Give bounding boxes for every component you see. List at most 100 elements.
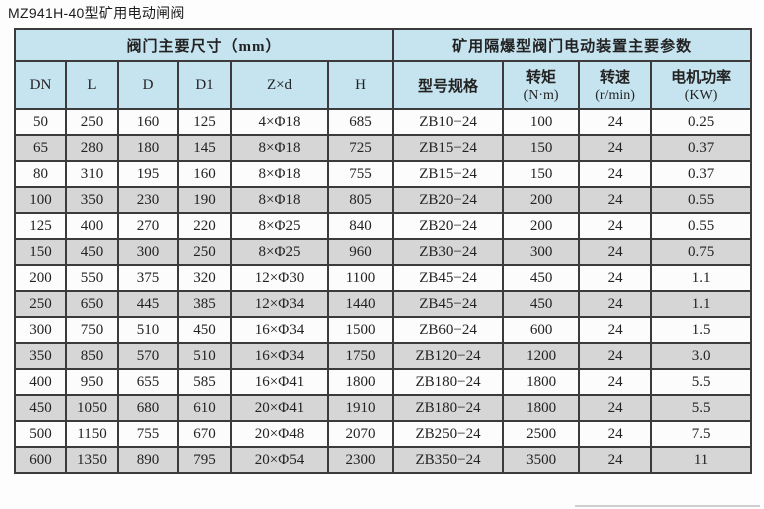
- cell: 3.0: [650, 342, 753, 370]
- cell: 16×Φ34: [230, 316, 329, 344]
- col-header-motor-power-unit: (KW): [684, 88, 718, 103]
- cell: 1800: [502, 368, 581, 396]
- cell: 24: [578, 108, 653, 136]
- bottom-divider-line: [575, 505, 760, 507]
- cell: 400: [65, 212, 119, 240]
- cell: 24: [578, 290, 653, 318]
- cell: 1910: [326, 394, 395, 422]
- table-row: 65 280 180 145 8×Φ18 725 ZB15−24 150 24 0.37: [14, 134, 753, 162]
- cell: 24: [578, 238, 653, 266]
- cell: 1200: [502, 342, 581, 370]
- cell: ZB20−24: [392, 186, 505, 214]
- cell: ZB10−24: [392, 108, 505, 136]
- cell: 0.55: [650, 212, 753, 240]
- cell: 755: [326, 160, 395, 188]
- column-header-row: DN L D D1 Z×d H 型号规格 转矩 (N·m) 转速 (r/min)…: [14, 60, 753, 110]
- cell: 8×Φ25: [230, 212, 329, 240]
- cell: 80: [14, 160, 67, 188]
- col-header-torque-label: 转矩: [526, 70, 557, 86]
- cell: 24: [578, 316, 653, 344]
- table-row: 250 650 445 385 12×Φ34 1440 ZB45−24 450 24 1.1: [14, 290, 753, 318]
- col-header-speed-unit: (r/min): [595, 88, 635, 103]
- cell: 1050: [65, 394, 119, 422]
- cell: 24: [578, 264, 653, 292]
- cell: 24: [578, 394, 653, 422]
- cell: 550: [65, 264, 119, 292]
- cell: 24: [578, 212, 653, 240]
- group-header-actuator-params: 矿用隔爆型阀门电动装置主要参数: [392, 28, 753, 62]
- cell: 450: [177, 316, 232, 344]
- cell: 20×Φ54: [230, 446, 329, 474]
- col-header-model: 型号规格: [392, 60, 505, 110]
- col-header-d1: D1: [177, 60, 232, 110]
- cell: 2500: [502, 420, 581, 448]
- cell: 3500: [502, 446, 581, 474]
- cell: 1100: [326, 264, 395, 292]
- table-header: 阀门主要尺寸（mm） 矿用隔爆型阀门电动装置主要参数 DN L D D1 Z×d…: [13, 28, 753, 110]
- cell: 725: [326, 134, 395, 162]
- cell: 375: [117, 264, 179, 292]
- cell: 150: [502, 160, 581, 188]
- cell: 250: [65, 108, 119, 136]
- table-row: 125 400 270 220 8×Φ25 840 ZB20−24 200 24 0.55: [14, 212, 753, 240]
- table-row: 200 550 375 320 12×Φ30 1100 ZB45−24 450 24 1.1: [14, 264, 753, 292]
- cell: 24: [578, 186, 653, 214]
- table-row: 100 350 230 190 8×Φ18 805 ZB20−24 200 24 0.55: [14, 186, 753, 214]
- cell: 24: [578, 446, 653, 474]
- cell: 750: [65, 316, 119, 344]
- cell: 180: [117, 134, 179, 162]
- cell: 755: [117, 420, 179, 448]
- cell: 195: [117, 160, 179, 188]
- cell: 385: [177, 290, 232, 318]
- cell: 670: [177, 420, 232, 448]
- cell: 24: [578, 160, 653, 188]
- cell: 200: [502, 186, 581, 214]
- cell: ZB350−24: [392, 446, 505, 474]
- cell: 680: [117, 394, 179, 422]
- cell: 200: [502, 212, 581, 240]
- col-header-speed-label: 转速: [600, 70, 631, 86]
- cell: 1440: [326, 290, 395, 318]
- col-header-dn: DN: [14, 60, 67, 110]
- cell: 610: [177, 394, 232, 422]
- cell: 890: [117, 446, 179, 474]
- table-body: 50 250 160 125 4×Φ18 685 ZB10−24 100 24 0.25 65 280…: [14, 108, 753, 474]
- cell: 270: [117, 212, 179, 240]
- group-header-row: 阀门主要尺寸（mm） 矿用隔爆型阀门电动装置主要参数: [13, 28, 753, 62]
- cell: 0.55: [650, 186, 753, 214]
- cell: 250: [177, 238, 232, 266]
- col-header-d: D: [117, 60, 179, 110]
- cell: 280: [65, 134, 119, 162]
- cell: 400: [14, 368, 67, 396]
- table-row: 450 1050 680 610 20×Φ41 1910 ZB180−24 1800 24 5.5: [14, 394, 753, 422]
- cell: 1150: [65, 420, 119, 448]
- cell: 650: [65, 290, 119, 318]
- col-header-zxd: Z×d: [230, 60, 329, 110]
- cell: 1350: [65, 446, 119, 474]
- cell: ZB15−24: [392, 134, 505, 162]
- cell: 230: [117, 186, 179, 214]
- cell: 300: [14, 316, 67, 344]
- table-row: 80 310 195 160 8×Φ18 755 ZB15−24 150 24 0.37: [14, 160, 753, 188]
- col-header-h: H: [326, 60, 395, 110]
- cell: 8×Φ25: [230, 238, 329, 266]
- cell: 585: [177, 368, 232, 396]
- cell: 190: [177, 186, 232, 214]
- cell: 1800: [502, 394, 581, 422]
- cell: 350: [65, 186, 119, 214]
- valve-spec-table: 阀门主要尺寸（mm） 矿用隔爆型阀门电动装置主要参数 DN L D D1 Z×d…: [13, 28, 753, 474]
- cell: ZB30−24: [392, 238, 505, 266]
- cell: ZB250−24: [392, 420, 505, 448]
- cell: 450: [14, 394, 67, 422]
- cell: 2070: [326, 420, 395, 448]
- cell: 160: [117, 108, 179, 136]
- table-row: 400 950 655 585 16×Φ41 1800 ZB180−24 1800 24 5.5: [14, 368, 753, 396]
- cell: 510: [177, 342, 232, 370]
- cell: 1.1: [650, 290, 753, 318]
- cell: 310: [65, 160, 119, 188]
- table-row: 600 1350 890 795 20×Φ54 2300 ZB350−24 3500 24 11: [14, 446, 753, 474]
- cell: 8×Φ18: [230, 186, 329, 214]
- cell: 500: [14, 420, 67, 448]
- cell: 160: [177, 160, 232, 188]
- cell: 65: [14, 134, 67, 162]
